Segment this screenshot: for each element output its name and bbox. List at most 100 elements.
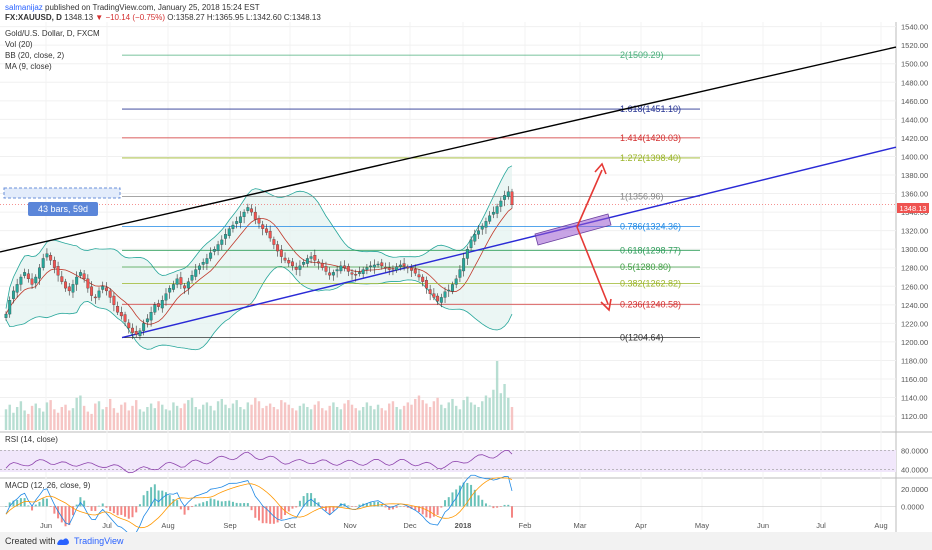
candle-body	[201, 262, 205, 265]
rsi-pane[interactable]: 80.0000 40.0000	[0, 447, 928, 475]
macd-histogram-bar	[205, 501, 208, 507]
volume-bar	[317, 401, 320, 430]
time-axis[interactable]: Jun Jul Aug Sep Oct Nov Dec 2018 Feb Mar Apr May Jun…	[40, 521, 888, 530]
legend-ma[interactable]: MA (9, close)	[5, 62, 52, 71]
time-tick-label: Jun	[40, 521, 52, 530]
fibonacci-levels[interactable]: 2(1509.29) 1.618(1451.10) 1.414(1420.03) 1.…	[0, 50, 896, 343]
legend-vol[interactable]: Vol (20)	[5, 40, 33, 49]
candle-body	[34, 276, 38, 284]
open-value: O:1358.27	[167, 13, 205, 22]
fib-level-label: 1(1356.96)	[620, 191, 664, 201]
candle-body	[216, 244, 220, 251]
candle-body	[358, 272, 361, 274]
candle-body	[320, 262, 324, 268]
macd-histogram-bar	[511, 506, 513, 518]
volume-bar	[161, 404, 164, 430]
volume-bar	[175, 405, 179, 430]
macd-histogram-bar	[410, 506, 413, 509]
volume-bar	[354, 408, 357, 430]
macd-histogram-bar	[451, 492, 454, 507]
volume-bar	[27, 413, 30, 430]
macd-histogram-bar	[458, 485, 461, 507]
volume-bar	[395, 407, 398, 430]
macd-tick-label: 0.0000	[901, 502, 924, 511]
volume-bar	[324, 410, 328, 430]
volume-bar	[425, 403, 428, 430]
candle-body	[56, 266, 60, 276]
price-tick-label: 1360.00	[901, 190, 928, 199]
macd-histogram-bar	[399, 506, 402, 507]
macd-pane[interactable]: 20.0000 0.0000	[0, 474, 928, 532]
macd-histogram-bar	[135, 506, 138, 513]
annotations[interactable]	[534, 162, 612, 312]
legend-macd[interactable]: MACD (12, 26, close, 9)	[5, 481, 91, 490]
candle-body	[473, 234, 477, 242]
macd-histogram-bar	[153, 484, 156, 507]
macd-histogram-bar	[243, 503, 246, 507]
tradingview-brand[interactable]: TradingView	[74, 536, 124, 546]
volume-bar	[45, 402, 49, 430]
macd-histogram-bar	[499, 506, 502, 507]
legend-rsi[interactable]: RSI (14, close)	[5, 435, 58, 444]
macd-histogram-bar	[306, 493, 309, 507]
candle-body	[369, 265, 373, 268]
candle-body	[354, 274, 358, 276]
chart-canvas[interactable]: 1120.00 1140.00 1160.00 1180.00 1200.00 1220.…	[0, 22, 932, 532]
candle-body	[413, 268, 417, 274]
trend-lines[interactable]	[0, 46, 897, 339]
macd-histogram-bar	[421, 506, 424, 515]
price-tick-label: 1420.00	[901, 134, 928, 143]
candle-body	[116, 306, 120, 313]
macd-tick-label: 20.0000	[901, 485, 928, 494]
down-arrow	[576, 226, 609, 305]
price-tick-label: 1240.00	[901, 301, 928, 310]
macd-histogram-bar	[287, 506, 290, 512]
macd-histogram-bar	[79, 497, 82, 507]
volume-bar	[23, 410, 26, 430]
macd-histogram-bar	[507, 504, 510, 507]
candle-body	[8, 300, 12, 315]
candle-body	[38, 267, 41, 279]
candle-body	[23, 272, 27, 276]
candle-body	[149, 312, 153, 321]
range-measure-box[interactable]	[3, 187, 121, 199]
legend-bb[interactable]: BB (20, close, 2)	[5, 51, 64, 60]
candle-body	[305, 258, 309, 264]
candle-body	[108, 290, 112, 298]
author-link[interactable]: salmanijaz	[5, 3, 43, 12]
macd-line	[5, 474, 513, 532]
chart-header: salmanijaz published on TradingView.com,…	[0, 0, 932, 22]
volume-bar	[157, 401, 160, 430]
price-axis[interactable]: 1120.00 1140.00 1160.00 1180.00 1200.00 1220.…	[901, 23, 928, 421]
candle-body	[41, 258, 45, 268]
macd-histogram-bar	[194, 504, 197, 507]
macd-histogram-bar	[224, 501, 227, 507]
rsi-tick-label: 80.0000	[901, 447, 928, 456]
candle-body	[309, 256, 313, 259]
candle-body	[503, 195, 507, 200]
volume-bar	[42, 411, 45, 430]
macd-histogram-bar	[57, 506, 60, 519]
volume-bar	[172, 402, 175, 430]
volume-bar	[361, 407, 365, 430]
volume-bar	[428, 407, 432, 430]
price-tick-label: 1180.00	[901, 356, 928, 365]
volume-bar	[406, 402, 410, 430]
candle-body	[164, 293, 168, 301]
macd-histogram-bar	[317, 502, 320, 507]
candle-body	[495, 206, 499, 214]
candle-body	[417, 274, 421, 278]
volume-bar	[473, 404, 476, 430]
candle-body	[246, 207, 250, 211]
macd-histogram-bar	[150, 487, 153, 507]
time-tick-label: Jun	[757, 521, 769, 530]
time-tick-label: Feb	[519, 521, 532, 530]
price-pane[interactable]	[0, 22, 896, 430]
macd-histogram-bar	[414, 506, 417, 511]
candle-body	[261, 224, 265, 229]
macd-histogram-bar	[27, 505, 30, 507]
volume-bar	[198, 409, 201, 430]
volume-bar	[268, 403, 272, 430]
candle-body	[384, 267, 387, 269]
macd-histogram-bar	[68, 506, 71, 526]
